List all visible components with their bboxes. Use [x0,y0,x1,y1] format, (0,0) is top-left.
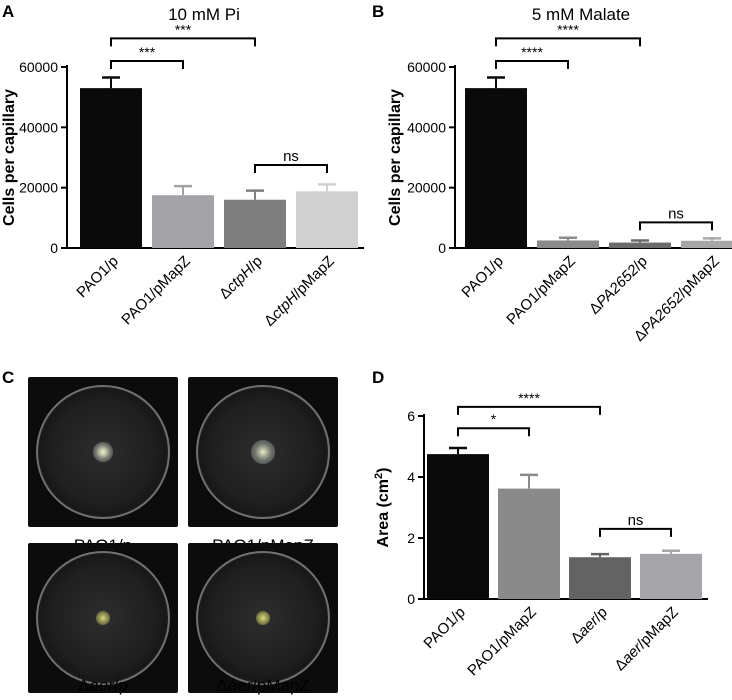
y-tick-label: 60000 [407,59,446,75]
chart-b: 5 mM Malate Cells per capillary 0 20000 4000… [387,5,732,345]
colony-halo [251,440,275,464]
y-tick-label: 20000 [407,180,446,196]
bar [609,242,671,248]
significance-bracket [639,221,713,231]
y-tick-label: 20000 [19,180,58,196]
y-tick-label: 2 [407,530,415,546]
y-tick-label: 40000 [407,119,446,135]
significance-bracket [457,405,601,415]
panel-d-letter: D [372,368,385,387]
plate-daer-p [28,543,178,693]
bar [152,195,214,248]
x-tick-label-part: PAO1/p [420,604,468,652]
significance-label: **** [557,21,579,37]
significance-bracket [599,527,672,537]
y-tick-label: 6 [407,408,415,424]
bar [681,240,732,248]
x-tick-label: ΔctpH/pMapZ [261,253,338,330]
x-tick-label-italic: PA2652 [638,288,687,337]
x-tick-label-part: PAO1/pMapZ [464,604,539,679]
x-tick-label: ΔPA2652/p [586,253,651,318]
panel-b-letter: B [372,2,385,21]
y-axis-label: Area (cm2) [373,468,392,548]
x-tick-label-part: /pMapZ [634,604,682,652]
x-tick-label-part: PAO1/p [73,253,121,301]
plates-panel: PAO1/p PAO1/pMapZ Δaer/p Δaer/pMapZ [0,364,366,700]
bar [296,191,358,248]
significance-bracket [110,37,256,47]
y-axis-label-part: ) [375,468,392,473]
plate-pao1-p [28,377,178,527]
significance-label: *** [139,44,156,60]
x-tick-label: PAO1/p [73,253,121,301]
significance-label: *** [175,21,192,37]
significance-bracket [495,37,641,47]
x-tick-label: PAO1/p [458,253,506,301]
x-tick-label: PAO1/pMapZ [464,604,539,679]
significance-bracket [495,59,569,69]
y-axis-label-sup: 2 [373,473,385,479]
x-tick-label-part: PAO1/pMapZ [503,253,578,328]
bar [640,553,702,599]
bar [427,454,489,599]
y-axis-label: Cells per capillary [1,89,18,226]
y-axis-label: Cells per capillary [387,89,404,226]
significance-bracket [110,59,184,69]
y-tick-label: 0 [50,240,58,256]
significance-bracket [254,164,328,174]
significance-label: **** [521,44,543,60]
x-tick-label-part: PAO1/pMapZ [118,253,193,328]
bar [498,488,560,599]
x-tick-label: PAO1/p [420,604,468,652]
colony-halo [93,442,113,462]
y-tick-label: 60000 [19,59,58,75]
y-tick-label: 0 [407,591,415,607]
bar [80,88,142,248]
plate-daer-pmapz [188,543,338,693]
bar [569,557,631,599]
plate-label-daer-pmapz: Δaer/pMapZ [216,676,310,695]
chart-a: 10 mM Pi Cells per capillary 0 20000 40000 60… [1,5,364,330]
chart-title: 5 mM Malate [532,5,630,24]
bar [224,199,286,248]
y-tick-label: 40000 [19,119,58,135]
x-tick-label: PAO1/pMapZ [503,253,578,328]
x-tick-label-part: PAO1/p [458,253,506,301]
panel-c-letter: C [2,368,15,387]
y-tick-label: 4 [407,469,415,485]
bar [537,240,599,248]
significance-label: **** [518,390,540,406]
x-tick-label: PAO1/pMapZ [118,253,193,328]
colony-yellow [256,611,270,625]
bar [465,88,527,248]
significance-label: ns [283,148,299,165]
significance-label: * [491,411,497,427]
x-tick-label-part: /pMapZ [290,253,338,301]
colony-yellow [96,611,110,625]
plate-label-daer-p: Δaer/p [77,676,129,695]
x-tick-label-part: /pMapZ [675,253,723,301]
x-tick-label: Δaer/pMapZ [611,604,681,674]
significance-bracket [457,427,530,437]
x-tick-label-italic: PA2652 [593,261,642,310]
x-tick-label: Δaer/p [568,604,611,647]
plate-pao1-pmapz [188,377,338,527]
chart-title: 10 mM Pi [168,5,240,24]
y-tick-label: 0 [438,240,446,256]
significance-label: ns [628,512,644,529]
significance-label: ns [668,205,684,222]
panel-a-letter: A [2,2,15,21]
y-axis-label-part: Area (cm [375,479,392,547]
x-tick-label: ΔctpH/p [216,253,266,303]
